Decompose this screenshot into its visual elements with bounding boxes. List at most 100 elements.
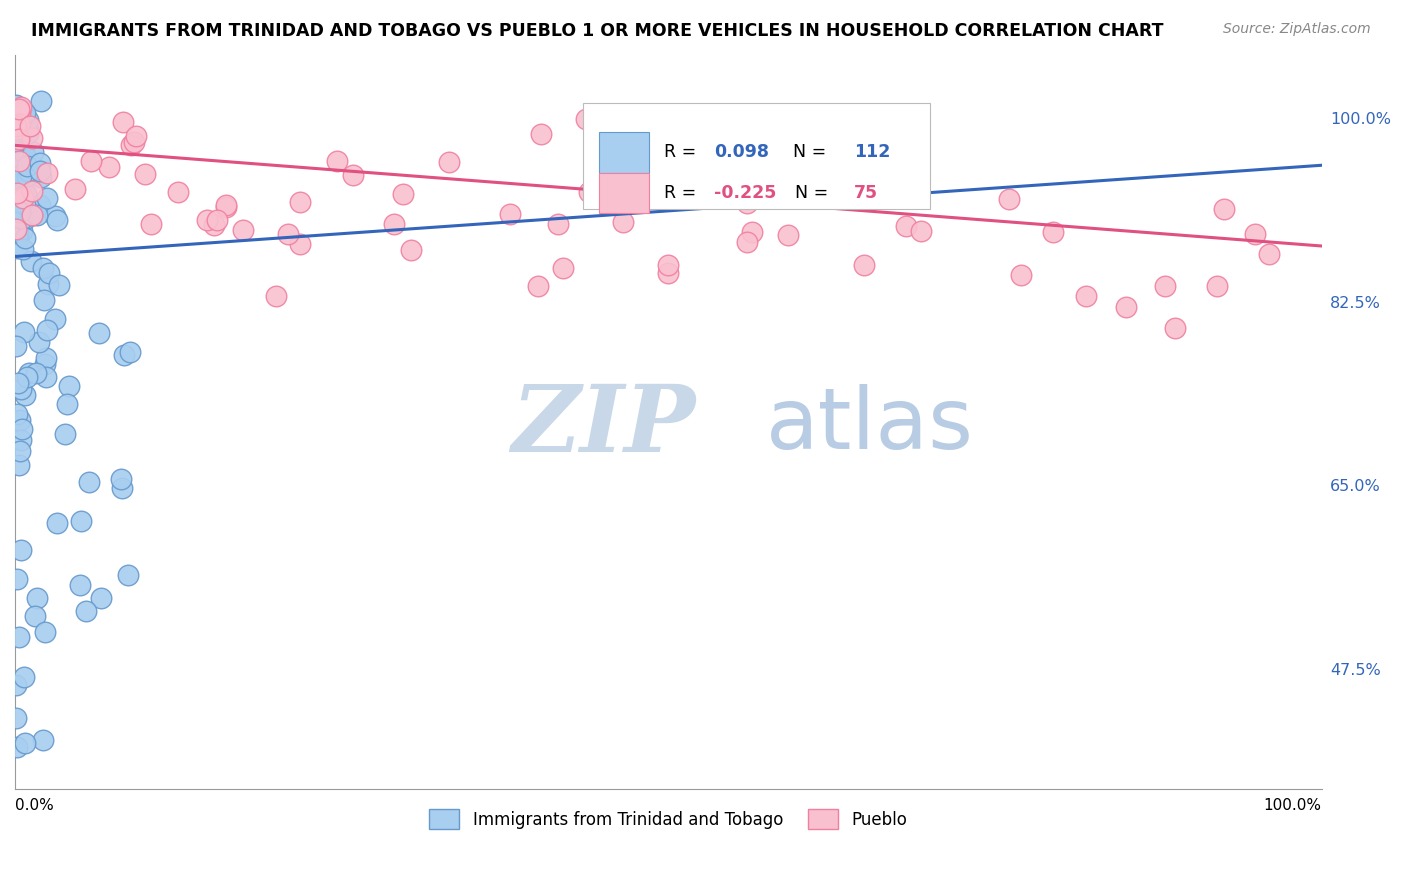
Point <box>14 106 37 120</box>
Point <box>6 158 28 172</box>
Point <box>14 231 37 245</box>
Point <box>1153 278 1175 293</box>
Point <box>8 102 31 116</box>
Point <box>48 277 70 292</box>
Point <box>6 218 28 232</box>
Text: 100.0%: 100.0% <box>1264 797 1322 813</box>
Point <box>998 192 1021 206</box>
Point <box>14 211 37 226</box>
Point <box>45 516 67 530</box>
Point <box>1010 268 1032 283</box>
Point <box>6 339 28 353</box>
Point <box>1212 202 1234 216</box>
Text: Source: ZipAtlas.com: Source: ZipAtlas.com <box>1223 22 1371 37</box>
Point <box>529 128 551 142</box>
Point <box>780 135 803 149</box>
Point <box>14 147 37 161</box>
Point <box>8 132 31 146</box>
Point <box>382 217 405 231</box>
Point <box>657 258 679 272</box>
Point <box>13 122 35 136</box>
Point <box>15 369 38 384</box>
Legend: Immigrants from Trinidad and Tobago, Pueblo: Immigrants from Trinidad and Tobago, Pue… <box>423 802 914 836</box>
Point <box>10 169 32 183</box>
Point <box>28 335 51 350</box>
Point <box>14 736 37 750</box>
Point <box>13 670 35 684</box>
Point <box>207 212 229 227</box>
Point <box>20 254 42 268</box>
Point <box>17 127 39 141</box>
Point <box>13 326 35 340</box>
Point <box>30 95 52 109</box>
Point <box>7 117 30 131</box>
Point <box>14 186 37 201</box>
Point <box>832 183 855 197</box>
Point <box>35 369 58 384</box>
Point <box>6 98 28 112</box>
Point <box>1042 226 1064 240</box>
Point <box>575 112 598 127</box>
Point <box>30 156 52 170</box>
Point <box>17 121 39 136</box>
Point <box>53 426 76 441</box>
Point <box>910 224 932 238</box>
Point <box>18 367 41 381</box>
Point <box>37 191 59 205</box>
Point <box>30 163 52 178</box>
Text: 0.098: 0.098 <box>714 144 769 161</box>
Point <box>6 102 28 116</box>
Point <box>21 184 44 198</box>
Text: IMMIGRANTS FROM TRINIDAD AND TOBAGO VS PUEBLO 1 OR MORE VEHICLES IN HOUSEHOLD CO: IMMIGRANTS FROM TRINIDAD AND TOBAGO VS P… <box>31 22 1163 40</box>
Text: atlas: atlas <box>766 384 974 467</box>
Text: 0.0%: 0.0% <box>15 797 53 813</box>
Point <box>139 217 162 231</box>
Point <box>30 198 52 212</box>
Point <box>8 192 31 206</box>
Point <box>853 258 876 272</box>
Point <box>14 198 37 212</box>
Point <box>10 99 32 113</box>
Point <box>17 113 39 128</box>
Point <box>232 223 254 237</box>
Point <box>724 184 747 198</box>
Point <box>675 132 697 146</box>
Point <box>741 225 763 239</box>
Text: 112: 112 <box>853 144 890 161</box>
Point <box>399 243 422 257</box>
Point <box>1164 320 1187 334</box>
Point <box>202 218 225 232</box>
Point <box>1244 227 1267 241</box>
Text: 75: 75 <box>853 184 877 202</box>
Point <box>22 208 45 222</box>
Point <box>35 351 58 365</box>
Point <box>11 108 34 122</box>
Point <box>14 388 37 402</box>
Point <box>8 168 31 182</box>
Point <box>87 326 110 341</box>
Point <box>551 261 574 276</box>
Point <box>24 163 46 178</box>
Point <box>15 160 38 174</box>
Point <box>21 208 44 222</box>
Point <box>69 514 91 528</box>
Point <box>6 192 28 206</box>
Point <box>526 278 548 293</box>
Point <box>80 154 103 169</box>
Point <box>34 624 56 639</box>
Point <box>20 157 42 171</box>
Point <box>10 124 32 138</box>
Point <box>167 185 190 199</box>
Point <box>44 312 66 326</box>
Point <box>27 591 49 606</box>
Point <box>1258 247 1281 261</box>
Point <box>894 219 917 233</box>
Point <box>8 189 31 203</box>
Point <box>110 472 132 486</box>
Point <box>6 407 28 421</box>
Point <box>111 115 134 129</box>
Point <box>24 608 46 623</box>
Point <box>11 211 34 226</box>
Point <box>288 236 311 251</box>
Point <box>44 209 66 223</box>
